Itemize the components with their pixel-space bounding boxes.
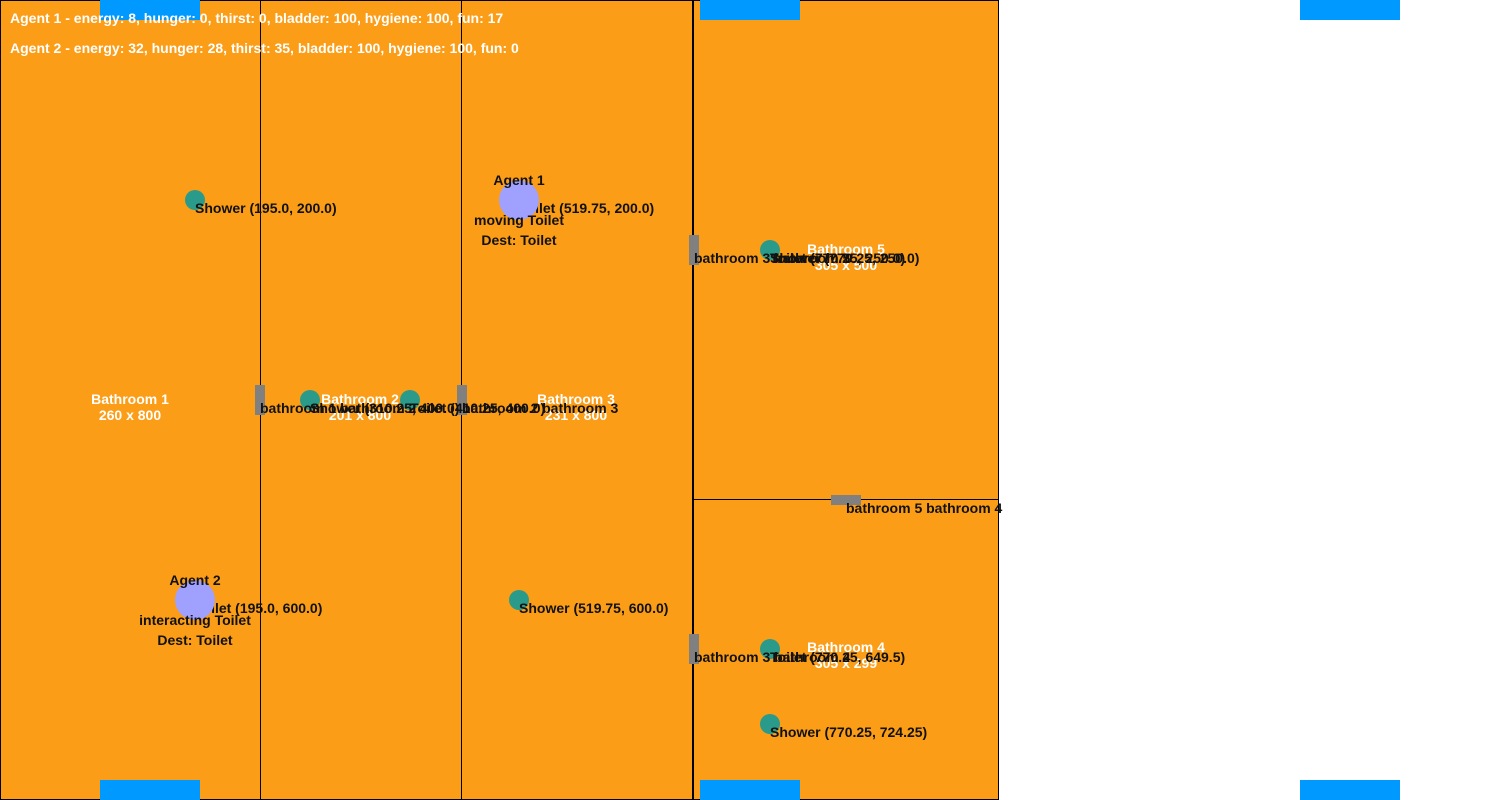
room-size: 305 x 500: [814, 257, 878, 273]
door-bathroom-2-3[interactable]: [457, 385, 467, 415]
shower-object[interactable]: [760, 240, 780, 260]
door-label: bathroom 3 bathroom 4: [694, 649, 851, 665]
door-bathroom-3-4[interactable]: [689, 634, 699, 664]
shower-object[interactable]: [185, 190, 205, 210]
door-bathroom-5-4[interactable]: [831, 495, 861, 505]
agent-2-state: interacting Toilet: [139, 612, 251, 628]
room-size: 201 x 800: [328, 407, 392, 423]
agent-1-name: Agent 1: [493, 172, 545, 188]
object-label-toilet: Toilet (770.25, 649.5): [770, 649, 906, 665]
window: [1300, 0, 1400, 20]
room-label-bathroom-3: Bathroom 3 231 x 800: [537, 391, 615, 423]
door-bathroom-3-5[interactable]: [689, 235, 699, 265]
room-bathroom-1: [0, 0, 261, 800]
room-bathroom-4: [693, 499, 999, 800]
room-name: Bathroom 2: [321, 391, 399, 407]
toilet-object[interactable]: [760, 639, 780, 659]
door-label: bathroom 3 bathroom 5: [694, 250, 851, 266]
agent-2[interactable]: [175, 580, 215, 620]
shower-object[interactable]: [300, 390, 320, 410]
object-label-toilet: Toilet (519.75, 200.0): [519, 200, 655, 216]
object-label-shower: Shower (770.25, 250.0): [770, 250, 920, 266]
room-label-bathroom-4: Bathroom 4 305 x 299: [807, 639, 885, 671]
agent-1[interactable]: [499, 180, 539, 220]
room-label-bathroom-5: Bathroom 5 305 x 500: [807, 241, 885, 273]
room-bathroom-5: [693, 0, 999, 500]
door-label: bathroom 5 bathroom 4: [846, 500, 1003, 516]
door-bathroom-1-2[interactable]: [255, 385, 265, 415]
door-label: bathroom 2 bathroom 3: [462, 400, 619, 416]
object-label-shower: Shower (519.75, 600.0): [519, 600, 669, 616]
room-name: Bathroom 5: [807, 241, 885, 257]
room-bathroom-2: [260, 0, 462, 800]
shower-object[interactable]: [760, 714, 780, 734]
object-label-shower: Shower (195.0, 200.0): [195, 200, 337, 216]
agent-2-name: Agent 2: [169, 572, 221, 588]
room-name: Bathroom 1: [91, 391, 169, 407]
room-label-bathroom-1: Bathroom 1 260 x 800: [91, 391, 169, 423]
object-label-shower: Shower (770.25, 724.25): [770, 724, 928, 740]
window: [100, 0, 200, 20]
room-name: Bathroom 3: [537, 391, 615, 407]
agent-2-stats: Agent 2 - energy: 32, hunger: 28, thirst…: [10, 40, 519, 56]
shower-object[interactable]: [509, 590, 529, 610]
room-size: 305 x 299: [814, 655, 878, 671]
window: [1300, 780, 1400, 800]
room-name: Bathroom 4: [807, 639, 885, 655]
window: [700, 0, 800, 20]
window: [100, 780, 200, 800]
room-size: 231 x 800: [544, 407, 608, 423]
door-label: bathroom 1 bathroom 2: [260, 400, 417, 416]
room-label-bathroom-2: Bathroom 2 201 x 800: [321, 391, 399, 423]
toilet-object[interactable]: [400, 390, 420, 410]
object-label-toilet: Toilet (195.0, 600.0): [195, 600, 323, 616]
room-size: 260 x 800: [98, 407, 162, 423]
object-label-toilet: Toilet (770.25, 250.0): [770, 250, 906, 266]
agent-1-state: moving Toilet: [474, 212, 564, 228]
object-label-toilet: Toilet (410.25, 400.0): [410, 400, 546, 416]
agent-1-destination: Dest: Toilet: [481, 232, 557, 248]
agent-2-destination: Dest: Toilet: [157, 632, 233, 648]
window: [700, 780, 800, 800]
agent-1-stats: Agent 1 - energy: 8, hunger: 0, thirst: …: [10, 10, 504, 26]
object-label-shower: Shower (310.25, 400.0): [310, 400, 460, 416]
